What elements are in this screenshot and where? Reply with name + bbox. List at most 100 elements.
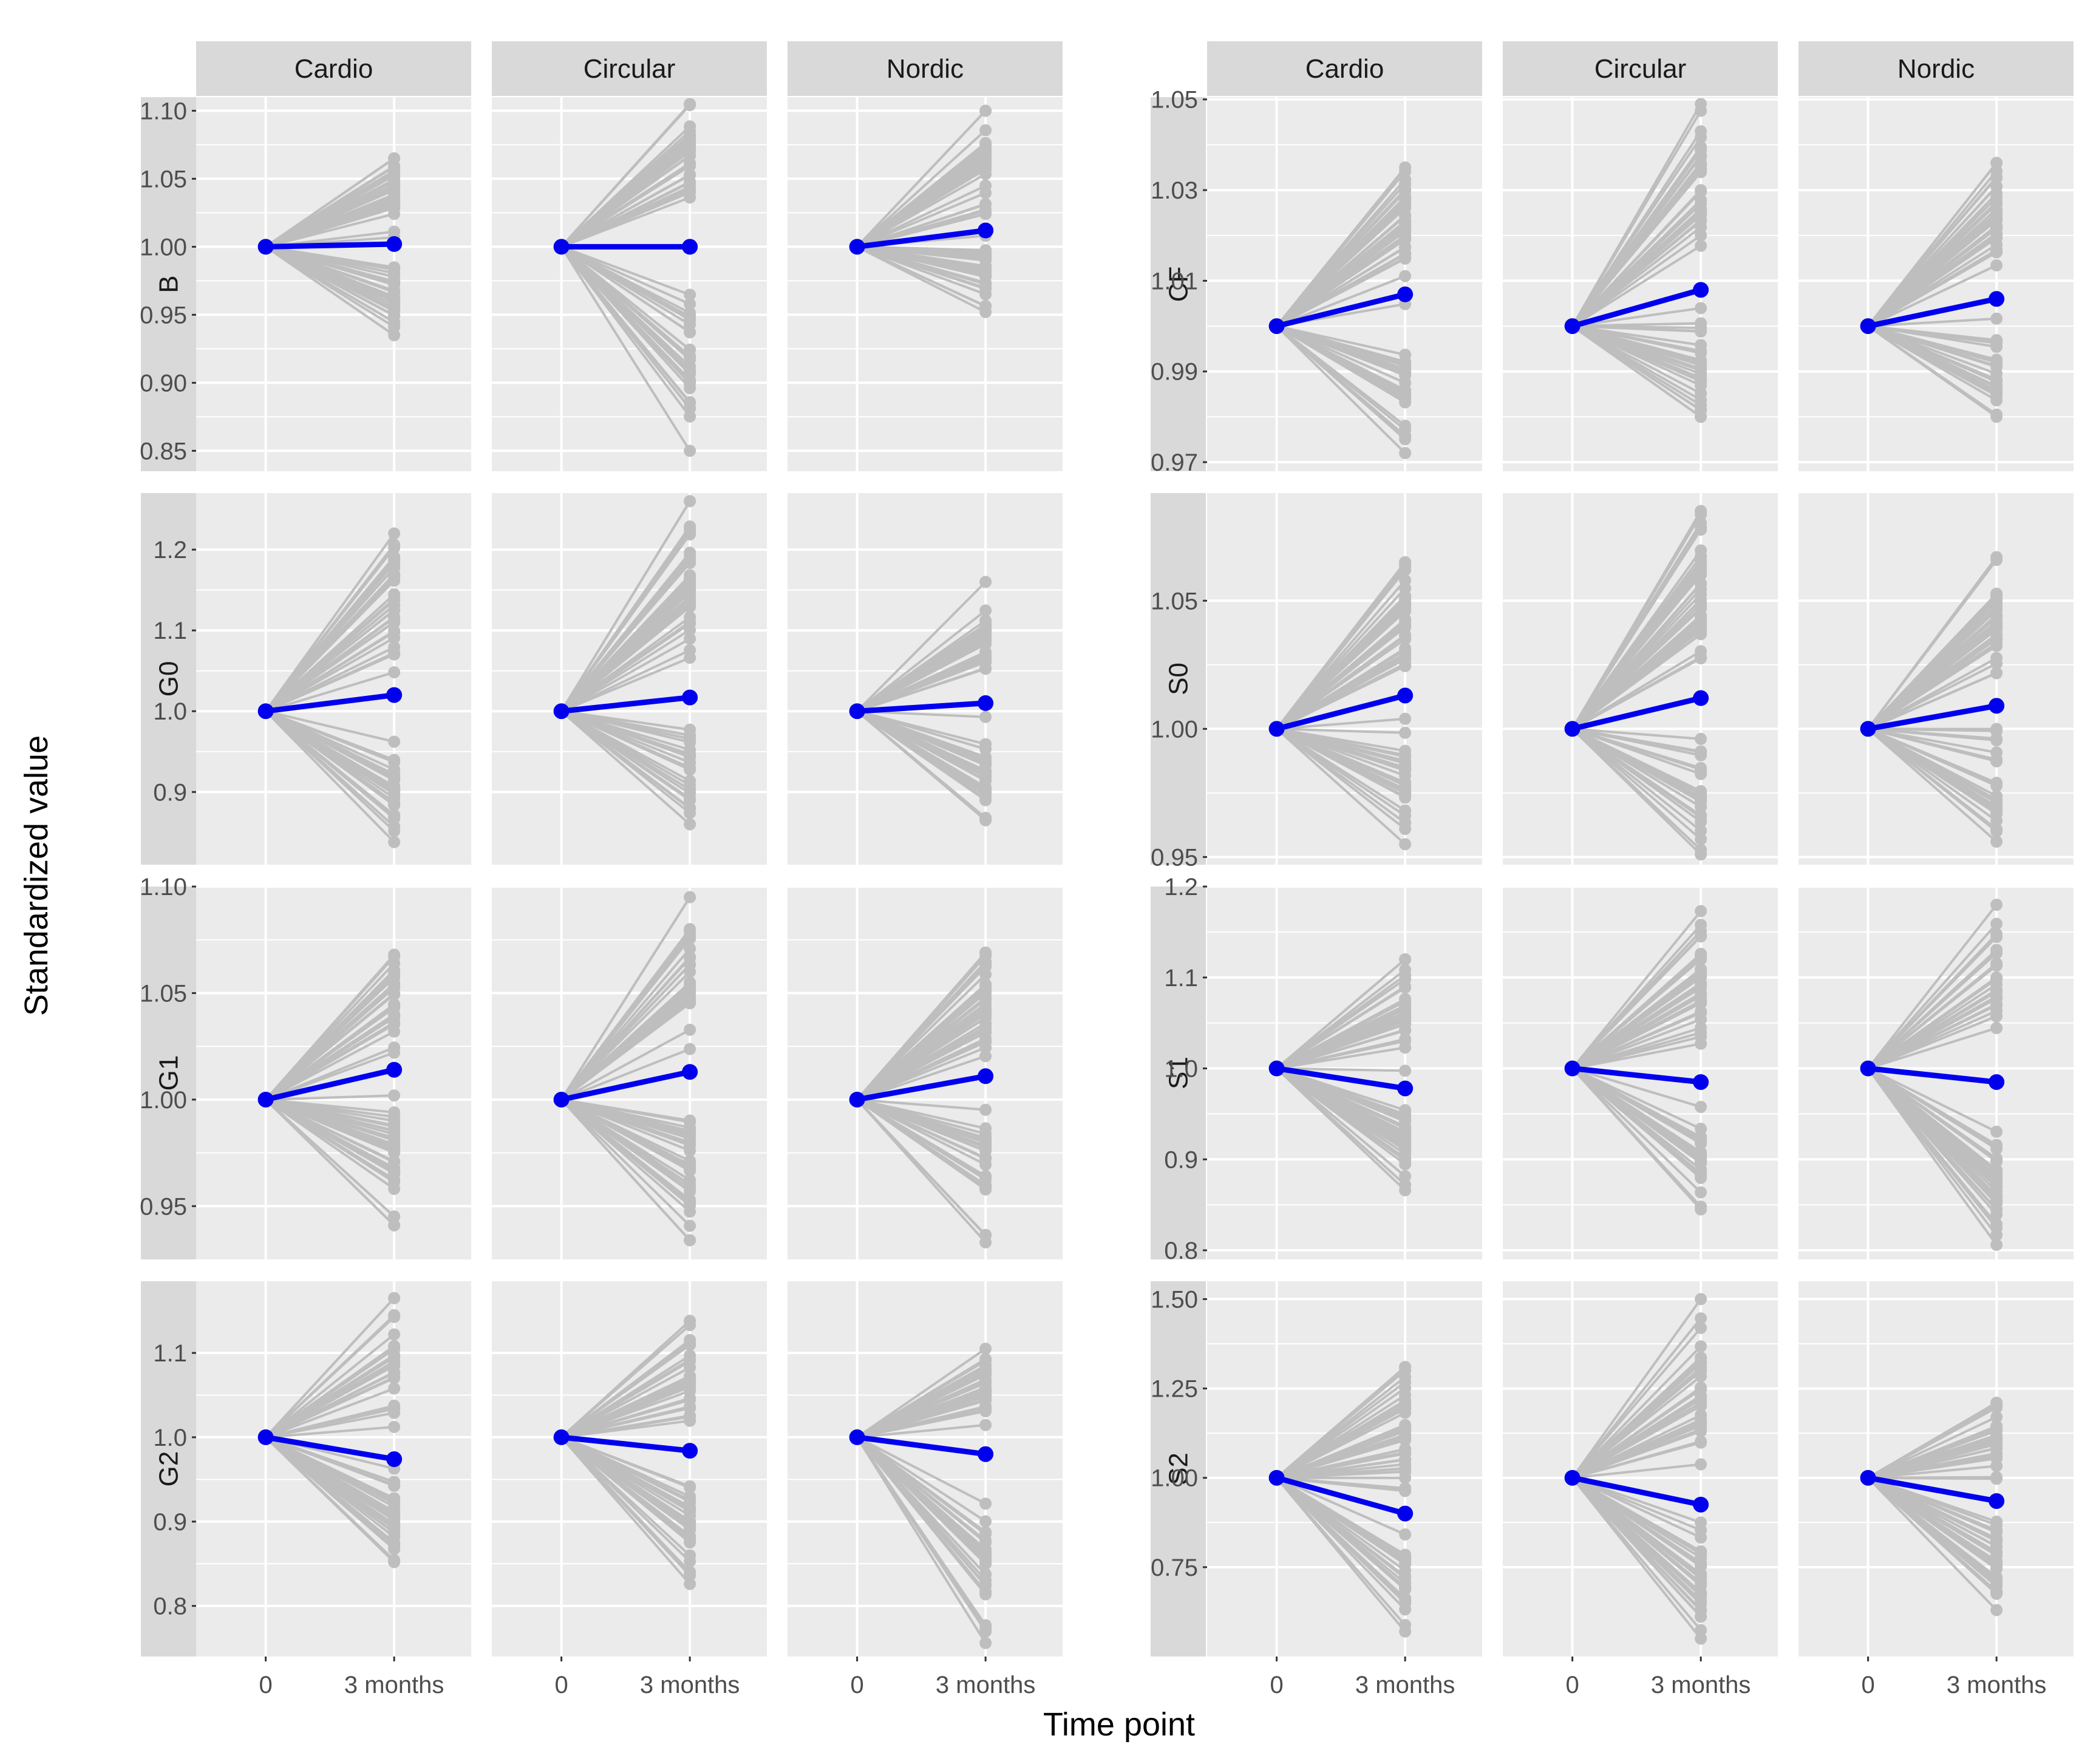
- individual-trajectory: [1276, 1477, 1406, 1589]
- facet-row-label: CF: [1164, 267, 1194, 302]
- individual-trajectory: [560, 638, 691, 712]
- individual-point: [1695, 1390, 1707, 1403]
- mean-point-3-months: [978, 1068, 994, 1085]
- individual-point: [1695, 505, 1707, 518]
- facet-panel: [1503, 493, 1778, 865]
- individual-point: [1990, 667, 2003, 679]
- individual-point: [1399, 969, 1412, 982]
- individual-trajectory: [856, 1436, 987, 1505]
- mean-point-baseline: [1564, 1469, 1581, 1486]
- individual-trajectory: [1571, 910, 1702, 1069]
- individual-point: [1695, 321, 1707, 334]
- individual-point: [1990, 780, 2003, 792]
- individual-trajectory: [560, 622, 691, 712]
- individual-trajectory: [560, 598, 691, 712]
- y-tick-label: 0.9: [153, 779, 187, 806]
- individual-point: [1399, 1064, 1412, 1077]
- individual-point: [979, 814, 992, 826]
- individual-point: [1990, 1173, 2003, 1186]
- individual-point: [388, 825, 401, 837]
- individual-trajectory: [560, 532, 691, 712]
- individual-point: [1399, 953, 1412, 965]
- individual-trajectory: [856, 168, 987, 248]
- individual-trajectory: [856, 184, 987, 248]
- individual-point: [1399, 1443, 1412, 1456]
- individual-point: [1990, 1555, 2003, 1567]
- individual-point: [979, 946, 992, 959]
- individual-point: [1695, 1524, 1707, 1536]
- individual-trajectory: [560, 1098, 691, 1204]
- x-tick-label: 3 months: [1947, 1672, 2047, 1698]
- individual-point: [1990, 1451, 2003, 1463]
- individual-trajectory: [1868, 727, 1997, 754]
- individual-point: [684, 732, 696, 745]
- individual-point: [684, 298, 696, 310]
- individual-point: [684, 1569, 696, 1582]
- individual-point: [979, 260, 992, 273]
- individual-trajectory: [1571, 1067, 1702, 1156]
- individual-trajectory: [1276, 1040, 1406, 1070]
- mean-point-3-months: [978, 1446, 994, 1462]
- individual-point: [1399, 252, 1412, 265]
- individual-trajectory: [560, 245, 690, 296]
- facet-column-label: Cardio: [294, 54, 373, 84]
- individual-point: [1990, 1429, 2003, 1442]
- x-tick-label: 0: [1861, 1672, 1874, 1698]
- individual-trajectory: [265, 710, 395, 771]
- individual-trajectory: [1571, 1298, 1702, 1479]
- individual-point: [684, 1144, 696, 1157]
- individual-point: [684, 644, 696, 656]
- individual-point: [684, 1411, 696, 1423]
- individual-trajectory: [1868, 727, 1997, 740]
- individual-trajectory: [1867, 325, 1997, 383]
- individual-point: [1990, 793, 2003, 806]
- individual-trajectory: [1571, 567, 1702, 730]
- individual-trajectory: [1868, 1446, 1997, 1479]
- facet-row-strip: [1151, 887, 1206, 1259]
- individual-point: [684, 1185, 696, 1198]
- individual-point: [979, 1515, 992, 1528]
- individual-point: [979, 1622, 992, 1635]
- individual-trajectory: [1867, 1477, 1998, 1562]
- individual-point: [388, 957, 401, 970]
- individual-point: [979, 147, 992, 160]
- y-tick-label: 0.8: [153, 1593, 187, 1620]
- individual-trajectory: [857, 245, 986, 268]
- individual-trajectory: [1276, 246, 1406, 327]
- individual-trajectory: [265, 1098, 395, 1163]
- mean-trajectory: [1867, 296, 1998, 329]
- individual-trajectory: [560, 710, 691, 825]
- mean-point-3-months: [1989, 1074, 2005, 1090]
- individual-point: [1990, 973, 2003, 986]
- individual-trajectory: [856, 710, 987, 821]
- individual-point: [1399, 761, 1412, 774]
- individual-trajectory: [265, 1436, 395, 1533]
- individual-point: [388, 195, 401, 208]
- individual-point: [1695, 1632, 1707, 1645]
- individual-point: [1695, 194, 1707, 206]
- individual-point: [1695, 1186, 1707, 1199]
- facet-row-strip: [1151, 493, 1206, 865]
- individual-trajectory: [265, 1046, 395, 1101]
- individual-trajectory: [1867, 978, 1998, 1070]
- individual-trajectory: [1867, 672, 1997, 730]
- mean-point-3-months: [682, 239, 698, 255]
- individual-trajectory: [856, 581, 987, 712]
- individual-trajectory: [1276, 1477, 1406, 1626]
- facet-column-label: Nordic: [1897, 54, 1975, 84]
- facet-column-label: Circular: [584, 54, 676, 84]
- individual-point: [388, 594, 401, 607]
- individual-trajectory: [561, 710, 690, 740]
- individual-trajectory: [265, 962, 395, 1101]
- individual-trajectory: [856, 639, 987, 712]
- individual-point: [684, 288, 696, 301]
- individual-point: [684, 632, 696, 645]
- mean-point-3-months: [1989, 291, 2005, 307]
- individual-point: [1399, 1425, 1412, 1437]
- individual-trajectory: [560, 500, 691, 712]
- individual-point: [388, 1017, 401, 1030]
- individual-trajectory: [1571, 529, 1702, 730]
- individual-point: [979, 792, 992, 805]
- mean-point-3-months: [682, 689, 698, 706]
- individual-trajectory: [560, 104, 691, 248]
